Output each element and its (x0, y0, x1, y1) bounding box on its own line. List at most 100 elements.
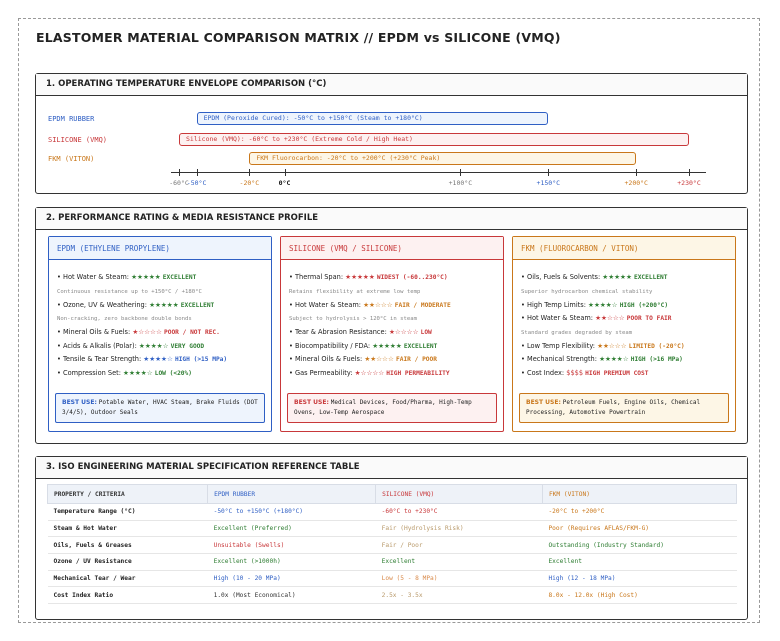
table-cell: Outstanding (Industry Standard) (542, 536, 737, 555)
rating-note: Subject to hydrolysis > 120°C in steam (289, 316, 417, 322)
tick-mark (179, 169, 180, 176)
table-row: Oils, Fuels & Greases Unsuitable (Swells)… (47, 536, 737, 555)
table-cell: Excellent (542, 553, 737, 571)
section-header: 1. OPERATING TEMPERATURE ENVELOPE COMPAR… (36, 74, 747, 96)
rating-label: Thermal Span: (295, 273, 344, 281)
temperature-range-bar: EPDM (Peroxide Cured): -50°C to +150°C (… (196, 112, 549, 125)
tick-label: +230°C (677, 179, 701, 187)
header-cell: EPDM RUBBER (207, 484, 377, 504)
table-cell: High (12 - 18 MPa) (542, 570, 737, 588)
bullet: • (289, 341, 295, 350)
best-use-box: BEST USE: Potable Water, HVAC Steam, Bra… (55, 393, 265, 423)
rating-value: FAIR / POOR (396, 356, 437, 363)
rating-stars: ★★★★☆ (143, 355, 173, 363)
tick-mark (636, 169, 638, 176)
main-title: ELASTOMER MATERIAL COMPARISON MATRIX // … (36, 30, 561, 45)
rating-label: Biocompatibility / FDA: (295, 341, 371, 350)
axis-line (171, 172, 706, 173)
best-use-text: Medical Devices, Food/Pharma, High-Temp … (294, 399, 472, 416)
page-frame (18, 18, 760, 623)
rating-list: • Thermal Span: ★★★★★ WIDEST (-60..230°C… (289, 271, 497, 380)
rating-value: EXCELLENT (403, 342, 438, 350)
rating-item: • Mineral Oils & Fuels: ★☆☆☆☆ POOR / NOT… (57, 326, 265, 340)
rating-item: • Cost Index: $$$$ HIGH PREMIUM COST (521, 367, 729, 381)
rating-note: Superior hydrocarbon chemical stability (521, 288, 653, 295)
best-use-box: BEST USE: Petroleum Fuels, Engine Oils, … (519, 393, 729, 423)
bullet: • (289, 300, 295, 309)
rating-item: • Low Temp Flexibility: ★★☆☆☆ LIMITED (-… (521, 340, 729, 354)
table-cell: 1.0x (Most Economical) (207, 586, 376, 605)
table-cell: Poor (Requires AFLAS/FKM-G) (542, 520, 737, 538)
table-cell: -20°C to +200°C (542, 503, 737, 521)
rating-label: Low Temp Flexibility: (527, 341, 595, 350)
rating-stars: ★★★★☆ (123, 368, 153, 377)
bullet: • (289, 355, 295, 363)
bullet: • (289, 273, 295, 281)
tick-label: -50°C (186, 179, 207, 187)
bullet: • (289, 328, 295, 336)
section-title: 3. ISO ENGINEERING MATERIAL SPECIFICATIO… (46, 462, 360, 472)
table-cell: Fair (Hydrolysis Risk) (375, 520, 543, 538)
rating-value: POOR TO FAIR (626, 315, 672, 322)
card-title: SILICONE (VMQ / SILICONE) (289, 244, 402, 253)
rating-label: Ozone, UV & Weathering: (63, 300, 147, 309)
rating-label: Hot Water & Steam: (295, 300, 362, 309)
rating-stars: ★★★★★ (602, 273, 632, 281)
table-cell: Low (5 - 8 MPa) (375, 570, 543, 588)
rating-stars: ★★★★★ (131, 273, 161, 281)
table-cell: Fair / Poor (375, 536, 543, 555)
rating-value: VERY GOOD (170, 342, 205, 350)
rating-note: Retains flexibility at extreme low temp (289, 288, 421, 295)
best-use-text: Petroleum Fuels, Engine Oils, Chemical P… (526, 399, 701, 416)
rating-value: LIMITED (-20°C) (628, 342, 685, 350)
rating-list: • Oils, Fuels & Solvents: ★★★★★ EXCELLEN… (521, 271, 729, 380)
rating-label: High Temp Limits: (527, 300, 586, 309)
temperature-range-bar: Silicone (VMQ): -60°C to +230°C (Extreme… (179, 133, 689, 146)
rating-stars: ★★★★★ (372, 341, 402, 350)
section-title: 2. PERFORMANCE RATING & MEDIA RESISTANCE… (46, 213, 319, 223)
rating-value: WIDEST (-60..230°C) (376, 274, 448, 281)
temperature-range-bar: FKM Fluorocarbon: -20°C to +200°C (+230°… (249, 152, 637, 165)
table-cell: Unsuitable (Swells) (207, 536, 376, 555)
table-cell: -60°C to +230°C (375, 503, 543, 521)
rating-value: LOW (<20%) (154, 369, 192, 377)
tick-label: -20°C (239, 179, 260, 187)
rating-value: HIGH PERMEABILITY (386, 369, 450, 377)
rating-value: FAIR / MODERATE (394, 301, 451, 309)
rating-note: Continuous resistance up to +150°C / +18… (57, 288, 202, 295)
table-row: Ozone / UV Resistance Excellent (>1000h) E… (47, 553, 737, 571)
table-cell: High (10 - 20 MPa) (207, 570, 376, 588)
table-cell: Steam & Hot Water (47, 520, 208, 538)
table-cell: 8.0x - 12.0x (High Cost) (542, 586, 737, 605)
tick-mark (284, 169, 286, 176)
rating-label: Tensile & Tear Strength: (63, 355, 142, 363)
table-cell: Excellent (Preferred) (207, 520, 376, 538)
rating-item: • Thermal Span: ★★★★★ WIDEST (-60..230°C… (289, 271, 497, 285)
header-cell: FKM (VITON) (541, 484, 738, 504)
table-cell: Mechanical Tear / Wear (47, 570, 208, 588)
rating-stars: ★★★★☆ (588, 300, 618, 309)
table-cell: Ozone / UV Resistance (47, 553, 208, 571)
tick-label: 0°C (278, 179, 291, 187)
rating-value: HIGH (>16 MPa) (630, 356, 683, 363)
bullet: • (57, 300, 63, 309)
bullet: • (521, 368, 527, 377)
rating-stars: ★☆☆☆☆ (388, 328, 419, 336)
rating-note: Standard grades degraded by steam (521, 329, 633, 336)
card-title: EPDM (ETHYLENE PROPYLENE) (57, 244, 170, 253)
bullet: • (57, 328, 63, 336)
rating-value: LOW (420, 329, 432, 336)
rating-item: • Ozone, UV & Weathering: ★★★★★ EXCELLEN… (57, 299, 265, 313)
tick-mark (460, 169, 462, 176)
spec-table: PROPERTY / CRITERIA EPDM RUBBER SILICONE (… (46, 484, 738, 605)
rating-label: Mechanical Strength: (527, 355, 597, 363)
rating-item: • Acids & Alkalis (Polar): ★★★★☆ VERY GO… (57, 340, 265, 354)
performance-section: 2. PERFORMANCE RATING & MEDIA RESISTANCE… (35, 207, 748, 444)
material-card: FKM (FLUOROCARBON / VITON) • Oils, Fuels … (512, 236, 736, 432)
table-row: Temperature Range (°C) -50°C to +150°C (+… (47, 503, 737, 521)
rating-value: EXCELLENT (162, 274, 197, 281)
bullet: • (521, 355, 527, 363)
tick-mark (689, 169, 690, 176)
card-title: FKM (FLUOROCARBON / VITON) (521, 244, 639, 253)
